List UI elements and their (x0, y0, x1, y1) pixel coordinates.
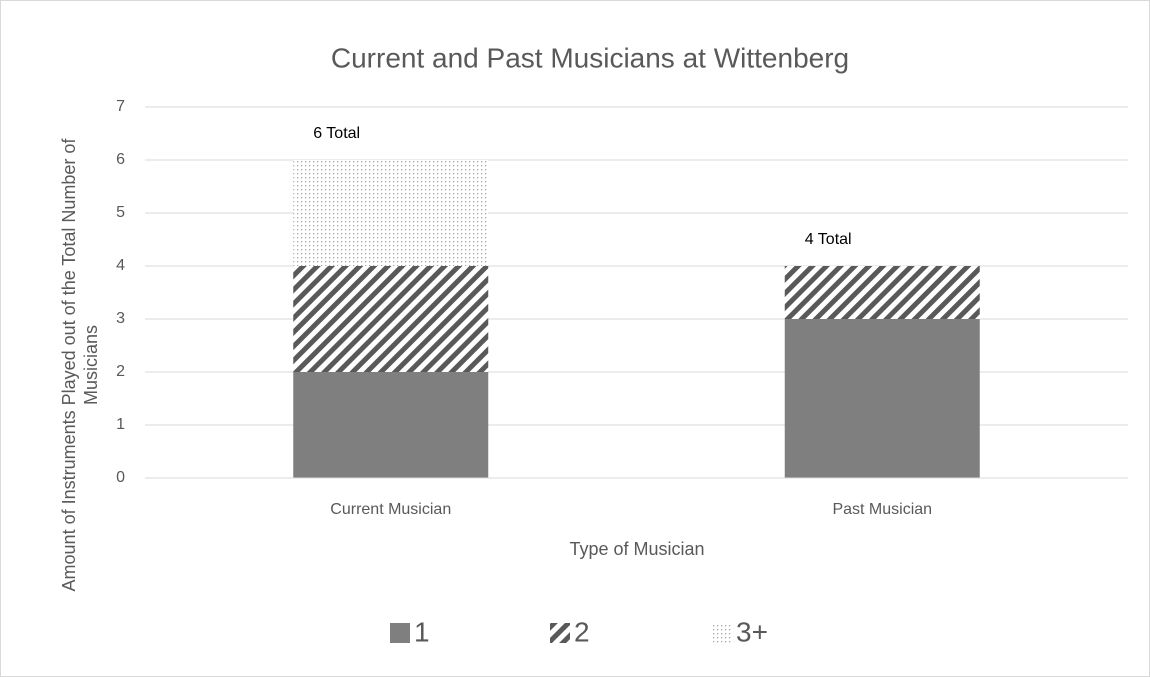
y-tick-label: 5 (116, 204, 125, 221)
total-label: 4 Total (805, 231, 852, 248)
x-tick-label: Current Musician (330, 501, 451, 518)
legend-swatch (550, 623, 570, 643)
chart-title: Current and Past Musicians at Wittenberg (331, 42, 849, 73)
bar-segment (784, 266, 980, 319)
y-tick-label: 7 (116, 98, 125, 115)
y-tick-label: 4 (116, 257, 125, 274)
total-label: 6 Total (313, 125, 360, 142)
legend-label: 1 (414, 616, 430, 647)
y-tick-label: 6 (116, 151, 125, 168)
legend-swatch (390, 623, 410, 643)
legend-label: 3+ (736, 616, 768, 647)
bar-segment (293, 266, 489, 372)
y-axis-label: Amount of Instruments Played out of the … (59, 138, 101, 592)
bar-segment (293, 372, 489, 478)
y-tick-label: 1 (116, 416, 125, 433)
y-tick-label: 3 (116, 310, 125, 327)
bar-segment (784, 319, 980, 478)
legend-label: 2 (574, 616, 590, 647)
legend-swatch (712, 623, 732, 643)
y-tick-label: 2 (116, 363, 125, 380)
x-axis-label: Type of Musician (569, 539, 704, 559)
bar-segment (293, 160, 489, 266)
x-tick-label: Past Musician (832, 501, 932, 518)
y-tick-label: 0 (116, 469, 125, 486)
